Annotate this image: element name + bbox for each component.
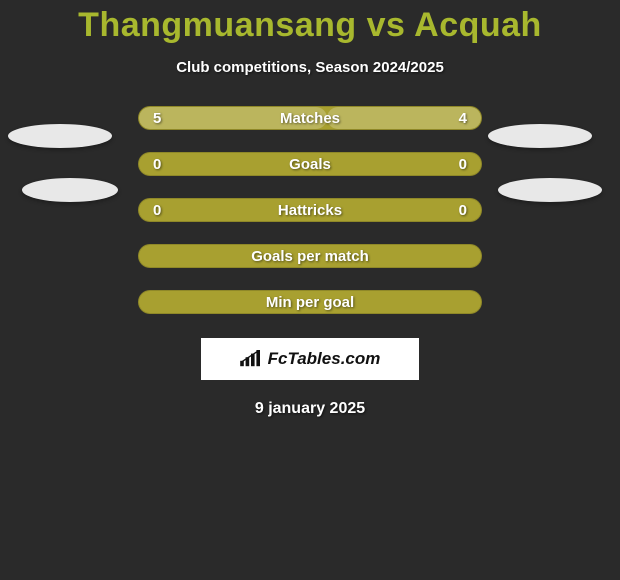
stat-label: Min per goal [266, 294, 354, 311]
stat-row: 0 Hattricks 0 [138, 198, 482, 222]
brand-text: FcTables.com [268, 349, 381, 369]
stat-value-right: 4 [459, 110, 467, 127]
stats-container: 5 Matches 4 0 Goals 0 0 Hattricks 0 Goals per mat… [138, 106, 482, 314]
player-ellipse [8, 124, 112, 148]
stat-value-right: 0 [459, 202, 467, 219]
player-ellipse [22, 178, 118, 202]
stat-value-left: 5 [153, 110, 161, 127]
player-ellipse [488, 124, 592, 148]
page-title: Thangmuansang vs Acquah [0, 0, 620, 45]
brand-box[interactable]: FcTables.com [201, 338, 419, 380]
stat-row: Min per goal [138, 290, 482, 314]
stat-value-right: 0 [459, 156, 467, 173]
stat-row: Goals per match [138, 244, 482, 268]
stat-row: 0 Goals 0 [138, 152, 482, 176]
stat-row: 5 Matches 4 [138, 106, 482, 130]
fctables-logo-icon [240, 350, 262, 368]
stat-value-left: 0 [153, 202, 161, 219]
stat-label: Matches [280, 110, 340, 127]
date-text: 9 january 2025 [0, 400, 620, 418]
stat-label: Goals per match [251, 248, 369, 265]
subtitle: Club competitions, Season 2024/2025 [0, 59, 620, 76]
stat-label: Goals [289, 156, 331, 173]
player-ellipse [498, 178, 602, 202]
stat-value-left: 0 [153, 156, 161, 173]
stat-label: Hattricks [278, 202, 342, 219]
